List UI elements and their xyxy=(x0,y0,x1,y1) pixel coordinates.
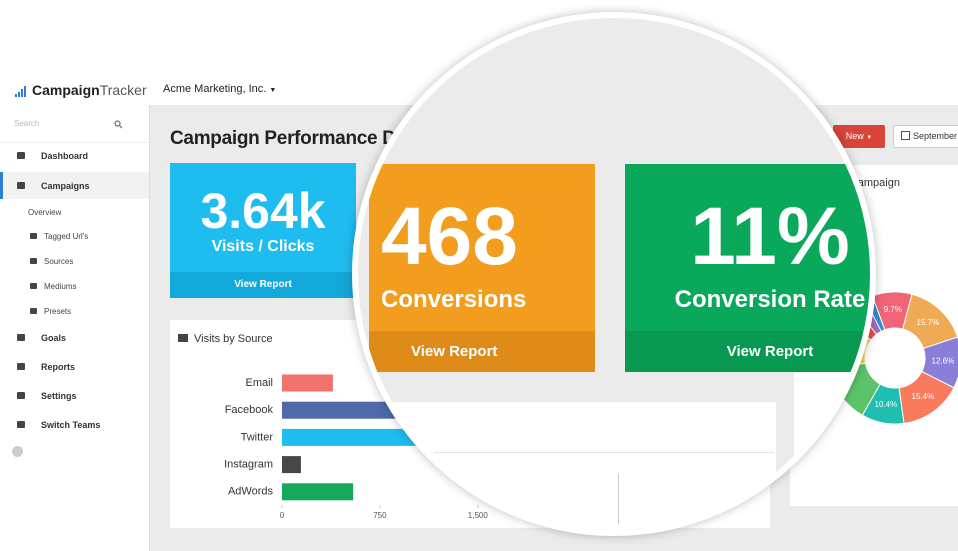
nav-subitem[interactable]: Presets xyxy=(44,307,72,316)
y-tick-label: AdWords xyxy=(228,486,274,498)
stat-value: 11% xyxy=(690,191,850,282)
stat-card: 3.64k Visits / Clicks View Report xyxy=(170,163,356,298)
grid-line xyxy=(434,452,774,453)
bar xyxy=(282,374,333,392)
brand-bold: Campaign xyxy=(32,82,100,98)
icon xyxy=(17,392,25,399)
view-report-link[interactable]: View Report xyxy=(369,331,595,372)
collapse-button[interactable] xyxy=(12,446,23,457)
active-indicator xyxy=(0,172,3,199)
brand-light: Tracker xyxy=(99,82,147,98)
y-tick-label: Facebook xyxy=(225,404,274,416)
stat-label: Visits / Clicks xyxy=(211,238,315,255)
search-icon[interactable] xyxy=(114,120,123,129)
nav-item[interactable]: Switch Teams xyxy=(41,420,101,430)
stat-value: 468 xyxy=(381,191,518,282)
stat-card: 468 Conversions View Report xyxy=(369,164,595,372)
panel-title: Visits by Source xyxy=(194,333,273,345)
nav-subitem[interactable]: Overview xyxy=(28,208,62,217)
x-tick-label: 0 xyxy=(280,511,285,520)
new-label: New xyxy=(845,131,864,141)
y-tick-label: Instagram xyxy=(224,459,273,471)
icon xyxy=(17,182,25,189)
search-input[interactable]: Search xyxy=(14,119,40,128)
panel xyxy=(358,402,776,530)
org-name: Acme Marketing, Inc. xyxy=(163,83,267,95)
data-label: 15.4% xyxy=(912,392,935,401)
nav-item[interactable]: Dashboard xyxy=(41,151,89,161)
view-report-link[interactable]: View Report xyxy=(170,272,356,298)
magnifier: 468 Conversions View Report 11% Conversi… xyxy=(352,12,876,536)
icon xyxy=(30,258,37,264)
view-report-link[interactable]: View Report xyxy=(625,331,870,372)
nav-item[interactable]: Settings xyxy=(41,391,77,401)
data-label: 12.6% xyxy=(932,357,955,366)
nav-subitem[interactable]: Sources xyxy=(44,257,74,266)
data-label: 10.4% xyxy=(875,400,898,409)
icon xyxy=(30,233,37,239)
icon xyxy=(30,308,37,314)
stat-label: Conversion Rate xyxy=(674,286,866,313)
stat-card: 11% Conversion Rate View Report xyxy=(625,164,870,372)
icon xyxy=(17,152,25,159)
date-button[interactable]: September xyxy=(893,125,958,148)
nav-subitem[interactable]: Mediums xyxy=(44,282,77,291)
data-label: 9.7% xyxy=(884,305,902,314)
icon xyxy=(17,363,25,370)
panel-icon xyxy=(178,334,188,342)
date-label: September xyxy=(913,131,958,141)
brand[interactable]: CampaignTracker xyxy=(32,82,147,98)
data-label: 15.7% xyxy=(917,318,940,327)
sidebar: Search Dashboard Campaigns Overview Tagg… xyxy=(0,105,150,551)
bar xyxy=(282,483,354,501)
grid-line xyxy=(618,474,619,524)
icon xyxy=(17,421,25,428)
org-switcher[interactable]: Acme Marketing, Inc. ▼ xyxy=(163,83,277,95)
new-button[interactable]: New ▼ xyxy=(833,125,885,148)
nav-item[interactable]: Campaigns xyxy=(41,181,90,191)
stat-value: 3.64k xyxy=(200,183,326,239)
icon xyxy=(17,334,25,341)
icon xyxy=(30,283,37,289)
nav-item[interactable]: Goals xyxy=(41,333,67,343)
stat-label: Conversions xyxy=(381,286,527,313)
bar xyxy=(282,456,301,474)
y-tick-label: Email xyxy=(245,377,273,389)
nav-subitem[interactable]: Tagged Url's xyxy=(44,232,89,241)
logo-icon xyxy=(15,84,29,102)
divider xyxy=(0,142,149,143)
y-tick-label: Twitter xyxy=(241,431,274,443)
nav-item[interactable]: Reports xyxy=(41,362,76,372)
